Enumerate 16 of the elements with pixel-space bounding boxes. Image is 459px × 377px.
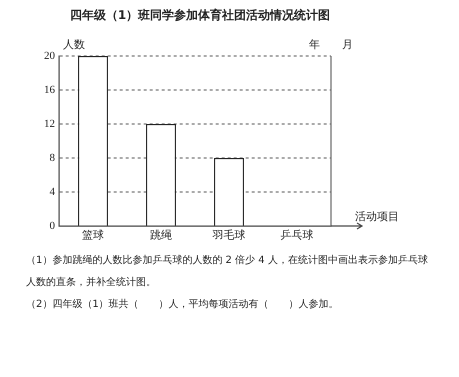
chart-title: 四年级（1）班同学参加体育社团活动情况统计图 [68,7,332,24]
text: 年 月 [309,38,353,51]
y-tick-label: 4 [50,186,56,198]
y-tick-label: 8 [50,152,56,164]
y-tick-label: 0 [50,220,56,232]
y-tick-label: 20 [44,50,56,62]
x-tick-label: 羽毛球 [212,228,246,242]
y-tick-label: 16 [44,84,56,96]
x-axis-title: 活动项目 [355,210,399,223]
text: （1）参加跳绳的人数比参加乒乓球的人数的 2 倍少 4 人，在统计图中画出表示参加乒乓球人数的直条，并补全统计图。 [26,254,429,290]
y-tick-label: 12 [44,118,55,130]
y-axis-title: 人数 [63,38,85,51]
x-tick-label: 乒乓球 [280,228,314,242]
x-tick-label: 篮球 [82,228,104,242]
text: （2）四年级（1）班共（ ）人，平均每项活动有（ ）人参加。 [26,298,340,312]
x-tick-label: 跳绳 [150,228,172,242]
